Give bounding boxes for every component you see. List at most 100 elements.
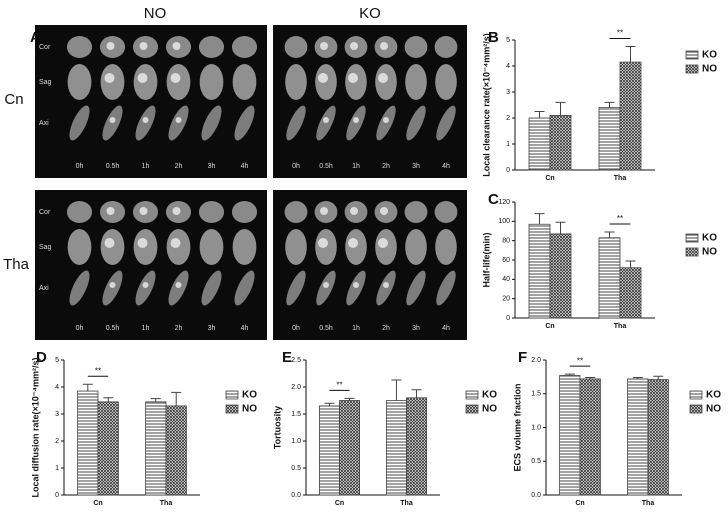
time-label: 0.5h — [106, 163, 120, 170]
error-bar — [534, 111, 545, 118]
legend-label: NO — [702, 247, 717, 258]
tracer-spot — [380, 42, 388, 50]
tracer-spot — [350, 207, 358, 215]
time-label: 3h — [412, 325, 420, 332]
y-tick-label: 0 — [506, 315, 510, 322]
legend-swatch — [685, 50, 699, 60]
y-tick-label: 2.0 — [291, 384, 301, 391]
error-bar — [555, 221, 566, 234]
time-label: 2h — [175, 163, 183, 170]
legend-label: NO — [702, 64, 717, 75]
time-label: 4h — [442, 163, 450, 170]
view-label: Axi — [39, 285, 49, 292]
bar — [165, 405, 187, 496]
y-tick-label: 2 — [55, 438, 59, 445]
time-label: 0h — [292, 163, 300, 170]
legend-swatch — [689, 404, 703, 414]
bar — [97, 401, 119, 496]
x-tick-label: Tha — [614, 175, 627, 182]
time-label: 4h — [442, 325, 450, 332]
tracer-spot — [170, 238, 181, 248]
panel-letter: D — [36, 349, 47, 366]
tracer-spot — [172, 42, 181, 50]
tracer-spot — [378, 73, 388, 83]
legend-label: NO — [482, 404, 497, 415]
tracer-spot — [137, 73, 148, 83]
brain-axial — [406, 270, 426, 306]
tracer-spot — [104, 73, 115, 83]
tracer-spot — [353, 282, 359, 288]
bar — [549, 233, 572, 319]
y-tick-label: 0.5 — [291, 465, 301, 472]
brain-sagittal — [285, 229, 307, 265]
time-label: 1h — [142, 163, 150, 170]
x-tick-label: Tha — [614, 323, 627, 330]
time-label: 0h — [76, 325, 84, 332]
brain-coronal — [198, 201, 225, 223]
time-label: 3h — [208, 163, 216, 170]
brain-coronal — [66, 201, 93, 223]
significance-label: ** — [336, 380, 342, 389]
error-bar — [150, 398, 161, 402]
significance-label: ** — [617, 214, 623, 223]
brain-sagittal — [435, 229, 457, 265]
brain-coronal — [434, 36, 458, 58]
x-tick-label: Cn — [545, 323, 554, 330]
brain-axial — [286, 270, 306, 306]
brain-axial — [201, 270, 222, 306]
bar — [619, 61, 642, 171]
y-tick-label: 60 — [502, 257, 510, 264]
brain-sagittal — [435, 64, 457, 100]
time-label: 0.5h — [319, 325, 333, 332]
time-label: 0.5h — [106, 325, 120, 332]
legend-label: KO — [702, 233, 717, 244]
legend-swatch — [225, 390, 239, 400]
time-label: 0h — [76, 163, 84, 170]
y-tick-label: 3 — [506, 89, 510, 96]
y-tick-label: 5 — [506, 37, 510, 44]
legend-swatch — [685, 233, 699, 243]
y-tick-label: 80 — [502, 238, 510, 245]
view-label: Cor — [39, 209, 51, 216]
y-tick-label: 0 — [506, 167, 510, 174]
error-bar — [534, 213, 545, 225]
y-tick-label: 1 — [506, 141, 510, 148]
bar — [647, 379, 669, 496]
tracer-spot — [348, 238, 358, 248]
error-bar — [82, 383, 93, 392]
brain-coronal — [404, 36, 428, 58]
time-label: 4h — [241, 163, 249, 170]
bar — [385, 400, 407, 496]
bar — [619, 267, 642, 319]
y-tick-label: 4 — [55, 384, 59, 391]
y-tick-label: 1.5 — [531, 391, 541, 398]
time-label: 1h — [352, 325, 360, 332]
legend-label: KO — [482, 390, 497, 401]
panel-letter: E — [282, 349, 292, 366]
x-tick-label: Cn — [545, 175, 554, 182]
view-label: Sag — [39, 79, 52, 86]
error-bar — [103, 397, 114, 402]
brain-sagittal — [67, 229, 92, 265]
bar — [598, 237, 621, 319]
legend-swatch — [689, 390, 703, 400]
legend-label: NO — [242, 404, 257, 415]
error-bar — [391, 379, 402, 401]
tracer-spot — [348, 73, 358, 83]
error-bar — [171, 391, 182, 406]
error-bar — [625, 260, 636, 268]
row-header: Tha — [3, 256, 30, 273]
time-label: 2h — [382, 325, 390, 332]
legend-swatch — [685, 64, 699, 74]
y-tick-label: 120 — [498, 199, 510, 206]
panel-letter: C — [488, 191, 499, 208]
tracer-spot — [320, 42, 328, 50]
error-bar — [555, 101, 566, 116]
brain-axial — [234, 105, 255, 141]
time-label: 0h — [292, 325, 300, 332]
view-label: Axi — [39, 120, 49, 127]
tracer-spot — [323, 282, 329, 288]
y-tick-label: 3 — [55, 411, 59, 418]
bar — [528, 223, 551, 319]
tracer-spot — [320, 207, 328, 215]
